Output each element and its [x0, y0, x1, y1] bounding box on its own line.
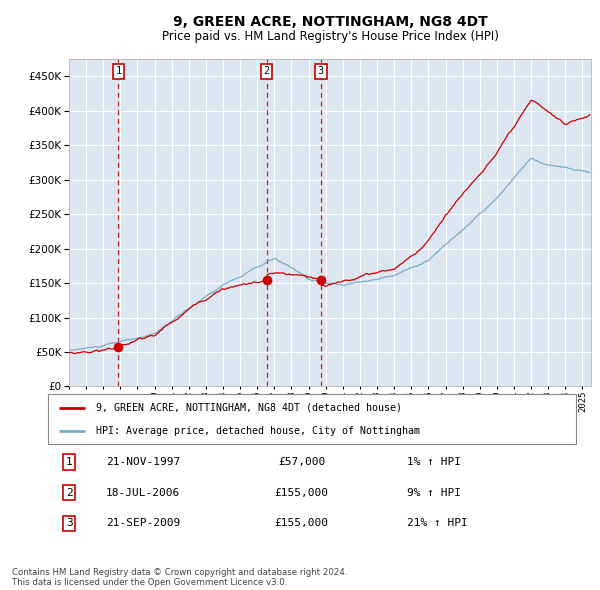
- Text: 21-NOV-1997: 21-NOV-1997: [106, 457, 180, 467]
- Text: 3: 3: [66, 519, 73, 528]
- Text: 1: 1: [115, 67, 122, 77]
- Text: HPI: Average price, detached house, City of Nottingham: HPI: Average price, detached house, City…: [95, 426, 419, 436]
- Text: £155,000: £155,000: [274, 519, 328, 528]
- Text: 2: 2: [66, 488, 73, 497]
- Text: 18-JUL-2006: 18-JUL-2006: [106, 488, 180, 497]
- Text: Price paid vs. HM Land Registry's House Price Index (HPI): Price paid vs. HM Land Registry's House …: [161, 30, 499, 43]
- FancyBboxPatch shape: [48, 394, 576, 444]
- Text: 3: 3: [318, 67, 324, 77]
- Text: 1: 1: [66, 457, 73, 467]
- Text: 9% ↑ HPI: 9% ↑ HPI: [407, 488, 461, 497]
- Text: £155,000: £155,000: [274, 488, 328, 497]
- Text: Contains HM Land Registry data © Crown copyright and database right 2024.
This d: Contains HM Land Registry data © Crown c…: [12, 568, 347, 587]
- Text: 9, GREEN ACRE, NOTTINGHAM, NG8 4DT (detached house): 9, GREEN ACRE, NOTTINGHAM, NG8 4DT (deta…: [95, 402, 401, 412]
- Text: 21-SEP-2009: 21-SEP-2009: [106, 519, 180, 528]
- Text: 21% ↑ HPI: 21% ↑ HPI: [407, 519, 468, 528]
- Text: 9, GREEN ACRE, NOTTINGHAM, NG8 4DT: 9, GREEN ACRE, NOTTINGHAM, NG8 4DT: [173, 15, 487, 29]
- Text: £57,000: £57,000: [278, 457, 325, 467]
- Text: 2: 2: [263, 67, 269, 77]
- Text: 1% ↑ HPI: 1% ↑ HPI: [407, 457, 461, 467]
